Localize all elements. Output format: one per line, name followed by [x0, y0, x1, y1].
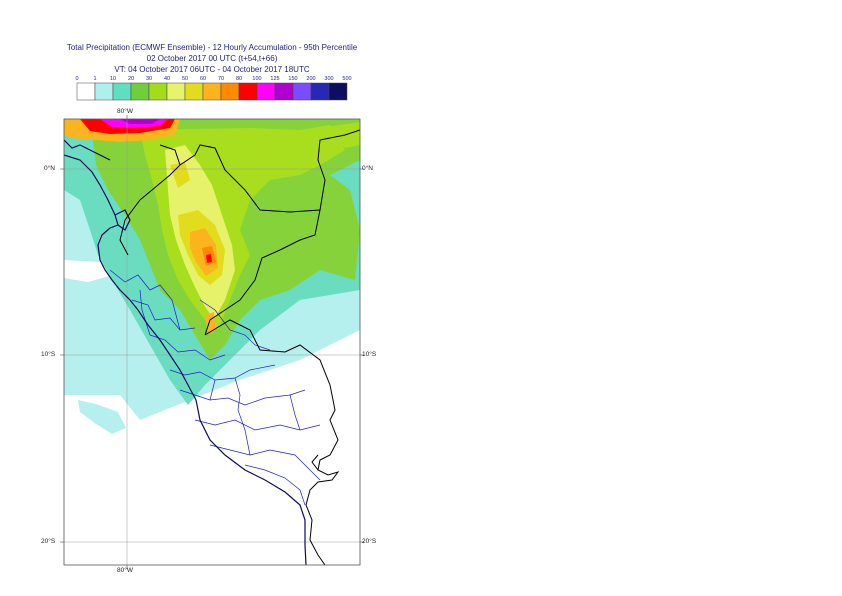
chart-title: Total Precipitation (ECMWF Ensemble) - 1…: [66, 43, 358, 52]
legend-tick-label: 500: [342, 76, 351, 82]
offshore-precip-blob: [78, 400, 126, 434]
axis-ticks: [60, 115, 364, 569]
lat-label-right-0: 0°N: [362, 165, 373, 172]
legend-tick-label: 70: [218, 76, 224, 82]
precip-heavy-north: [120, 119, 160, 124]
precip-lime: [320, 122, 360, 148]
chart-subtitle-run: 02 October 2017 00 UTC (t+54,t+66): [146, 54, 278, 63]
legend-tick-label: 300: [324, 76, 333, 82]
lat-label-left-0: 0°N: [44, 165, 55, 172]
department-boundaries: [109, 269, 321, 506]
chart-subtitle-validity: VT: 04 October 2017 06UTC - 04 October 2…: [114, 65, 310, 74]
legend-tick-label: 0: [75, 76, 78, 82]
national-borders: [119, 129, 360, 565]
legend-tick-label: 80: [236, 76, 242, 82]
lat-label-left-20s: 20°S: [41, 538, 56, 545]
precip-red: [206, 254, 212, 263]
lat-label-left-10s: 10°S: [41, 351, 56, 358]
graticule: [64, 119, 360, 565]
precip-gold: [170, 162, 190, 188]
legend-tick-label: 125: [270, 76, 279, 82]
lat-label-right-20s: 20°S: [362, 538, 377, 545]
legend-tick-label: 20: [128, 76, 134, 82]
lon-label-bottom: 80°W: [117, 567, 133, 574]
legend-tick-label: 60: [200, 76, 206, 82]
lat-label-right-10s: 10°S: [362, 351, 377, 358]
dry-region: [64, 330, 360, 565]
legend-tick-label: 40: [164, 76, 170, 82]
legend-tick-label: 1: [93, 76, 96, 82]
lon-label-top: 80°W: [117, 108, 133, 115]
legend-tick-label: 200: [306, 76, 315, 82]
offshore-precip-blob: [64, 260, 110, 282]
legend-tick-label: 10: [110, 76, 116, 82]
legend-tick-label: 150: [288, 76, 297, 82]
offshore-precip-blob: [64, 300, 96, 372]
map-frame: [63, 118, 361, 566]
legend-tick-label: 30: [146, 76, 152, 82]
legend-swatch: [328, 82, 348, 101]
legend-tick-label: 50: [182, 76, 188, 82]
legend-tick-label: 100: [252, 76, 261, 82]
coastline: [64, 139, 307, 565]
precipitation-legend: 0 1 10 20 30 40 50 60 70 80 100 125 150 200 300 500: [75, 76, 352, 101]
